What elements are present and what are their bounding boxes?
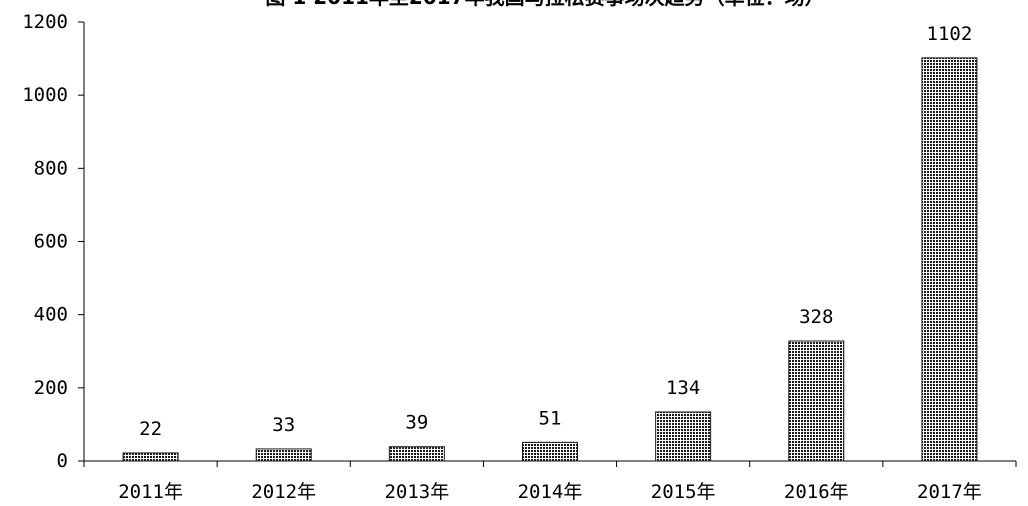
bar	[522, 441, 578, 462]
x-tick-label: 2015年	[651, 481, 716, 503]
x-axis: 2011年 2012年 2013年 2014年 2015年 2016年 2017年	[83, 460, 1017, 503]
data-label: 39	[405, 412, 428, 434]
data-label: 1102	[927, 23, 973, 45]
y-tick-label: 400	[34, 304, 68, 326]
y-tick-label: 0	[57, 450, 68, 472]
x-tick-label: 2013年	[384, 481, 449, 503]
y-tick-label: 200	[34, 377, 68, 399]
x-tick-label: 2011年	[118, 481, 183, 503]
bar	[255, 448, 312, 462]
x-tick-label: 2012年	[251, 481, 316, 503]
y-tick-label: 1000	[22, 84, 68, 106]
y-tick-label: 800	[34, 157, 68, 179]
bars-group	[122, 57, 978, 462]
data-labels-group: 22 33 39 51 134 328 1102	[139, 23, 972, 440]
bar	[655, 411, 712, 462]
data-label: 134	[666, 377, 700, 399]
bar	[122, 452, 179, 462]
bar	[921, 57, 978, 462]
data-label: 51	[539, 407, 562, 429]
chart-title: 图 1 2011年至2017年我国马拉松赛事场次趋势（单位：场）	[265, 0, 824, 9]
y-axis: 0 200 400 600 800 1000 1200	[22, 11, 85, 472]
data-label: 328	[799, 306, 833, 328]
bar	[788, 340, 845, 462]
data-label: 33	[272, 414, 295, 436]
x-tick-label: 2014年	[518, 481, 583, 503]
x-tick-label: 2017年	[917, 481, 982, 503]
bar	[388, 446, 445, 462]
y-tick-label: 1200	[22, 11, 68, 33]
data-label: 22	[139, 418, 162, 440]
x-tick-label: 2016年	[784, 481, 849, 503]
y-tick-label: 600	[34, 231, 68, 253]
